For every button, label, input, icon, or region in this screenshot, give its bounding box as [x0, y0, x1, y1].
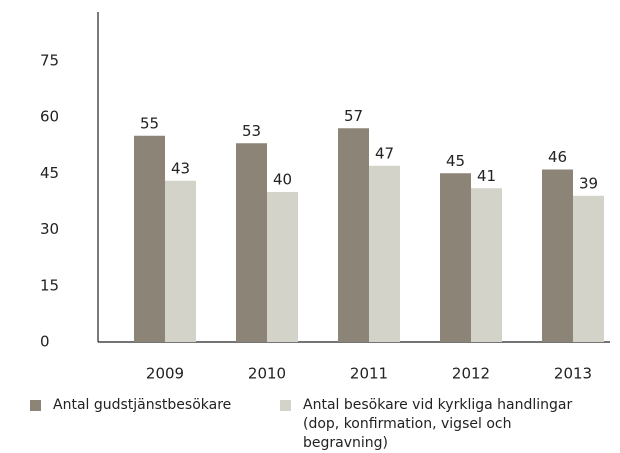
chart: 0 15 30 45 60 75 2009 55 43 2010 53 40 2011 57 47 2012 4…	[40, 12, 610, 383]
x-tick-label: 2012	[452, 365, 490, 383]
bar	[440, 173, 471, 342]
legend-entry: Antal besökare vid kyrkliga handlingar (…	[280, 396, 600, 453]
value-label: 39	[579, 174, 598, 192]
value-label: 43	[171, 159, 190, 177]
value-label: 53	[242, 122, 261, 140]
legend-swatch	[280, 400, 291, 411]
y-tick-label: 15	[40, 276, 59, 294]
bar	[267, 192, 298, 342]
y-tick-label: 30	[40, 220, 59, 238]
legend-swatch	[30, 400, 41, 411]
value-label: 46	[548, 148, 567, 166]
bar	[338, 128, 369, 342]
x-tick-label: 2013	[554, 365, 592, 383]
bar	[573, 195, 604, 342]
value-label: 57	[344, 107, 363, 125]
x-tick-label: 2010	[248, 365, 286, 383]
y-tick-label: 0	[40, 333, 50, 351]
page: 0 15 30 45 60 75 2009 55 43 2010 53 40 2011 57 47 2012 4…	[30, 12, 610, 451]
value-label: 40	[273, 171, 292, 189]
bar	[134, 135, 165, 342]
y-tick-label: 45	[40, 164, 59, 182]
y-tick-label: 60	[40, 108, 59, 126]
value-label: 47	[375, 144, 394, 162]
value-label: 41	[477, 167, 496, 185]
bar	[165, 180, 196, 342]
legend-label: Antal gudstjänstbesökare	[53, 397, 232, 413]
bar	[369, 165, 400, 342]
x-tick-label: 2011	[350, 365, 388, 383]
legend-label: Antal besökare vid kyrkliga handlingar (…	[303, 397, 573, 451]
y-tick-label: 75	[40, 51, 59, 69]
value-label: 55	[140, 114, 159, 132]
legend-entry: Antal gudstjänstbesökare	[30, 396, 231, 415]
bar	[236, 143, 267, 342]
bar	[471, 188, 502, 342]
bar	[542, 169, 573, 342]
value-label: 45	[446, 152, 465, 170]
x-tick-label: 2009	[146, 365, 184, 383]
